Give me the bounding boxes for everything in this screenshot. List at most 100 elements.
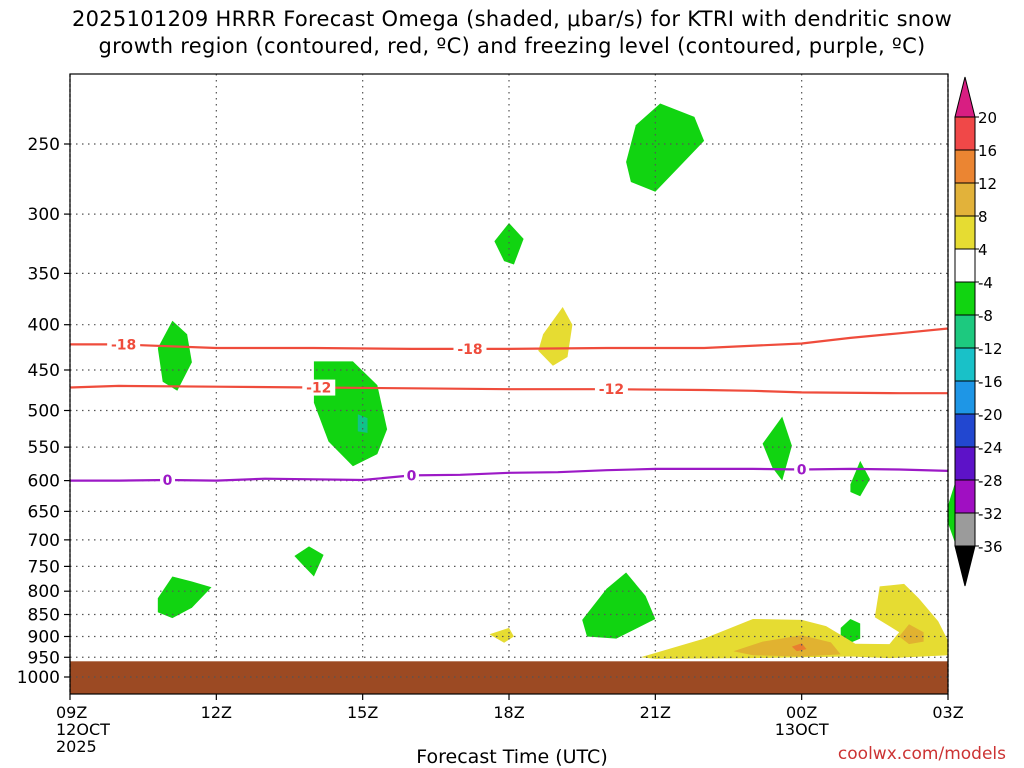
contour-label-0-1: 0 — [407, 468, 417, 484]
omega-region-0 — [626, 103, 705, 192]
contour-label-bg-0-1 — [403, 467, 419, 484]
omega-region-12 — [538, 307, 573, 366]
colorbar-label-8: -16 — [978, 373, 1003, 391]
contour-label-bg-0-2 — [794, 461, 810, 478]
y-tick-label-950: 950 — [28, 648, 60, 668]
x-tick-label-00Z-1: 13OCT — [775, 720, 829, 739]
y-tick-label-550: 550 — [28, 438, 60, 458]
colorbar-swatch-5 — [954, 248, 976, 283]
contour-label-0-0: 0 — [163, 473, 173, 489]
x-tick-label-18Z-0: 18Z — [493, 703, 524, 722]
ground-fill — [70, 661, 948, 694]
contour-label--18-0: -18 — [111, 338, 136, 354]
omega-region-4 — [357, 414, 368, 433]
x-tick-label-21Z-0: 21Z — [640, 703, 671, 722]
plot-frame — [69, 73, 949, 695]
y-tick-label-700: 700 — [28, 531, 60, 551]
contour-label-0-2: 0 — [797, 463, 807, 479]
contour-layer: -18 -18 -12 -12 0 0 0 — [69, 327, 949, 489]
omega-shading-layer — [157, 103, 958, 659]
omega-region-13 — [489, 627, 514, 643]
colorbar-swatch-11 — [954, 446, 976, 481]
y-tick-label-250: 250 — [28, 135, 60, 155]
y-tick-label-1000: 1000 — [17, 668, 60, 688]
colorbar-swatch-2 — [954, 149, 976, 184]
y-tick-label-750: 750 — [28, 557, 60, 577]
colorbar-label-7: -12 — [978, 340, 1003, 358]
colorbar-swatch-10 — [954, 413, 976, 448]
x-tick-label-00Z-0: 00Z — [786, 703, 817, 722]
colorbar: 20 16 12 8 4 -4 -8 -12 -16 -20 -24 -28 -32 -36 — [954, 76, 1003, 587]
colorbar-swatch-4 — [954, 215, 976, 250]
omega-region-2 — [157, 320, 192, 391]
omega-region-5 — [762, 416, 792, 481]
y-tick-label-400: 400 — [28, 316, 60, 336]
colorbar-label-4: 4 — [978, 241, 988, 259]
x-tick-label-12Z-0: 12Z — [201, 703, 232, 722]
x-axis-title: Forecast Time (UTC) — [416, 746, 608, 768]
ground-layer — [70, 661, 948, 694]
omega-region-15 — [733, 635, 841, 657]
contour-label--12-1: -12 — [599, 382, 624, 398]
colorbar-label-6: -8 — [978, 307, 993, 325]
contour-label-bg--18-0 — [107, 336, 141, 353]
y-tick-label-450: 450 — [28, 361, 60, 381]
omega-region-17 — [791, 643, 807, 652]
chart-title-line-2: growth region (contoured, red, ºC) and f… — [98, 34, 926, 58]
colorbar-label-5: -4 — [978, 274, 993, 292]
colorbar-label-3: 8 — [978, 208, 988, 226]
grid-layer — [70, 74, 948, 678]
omega-region-11 — [840, 619, 861, 643]
omega-region-14 — [640, 583, 948, 659]
y-tick-label-900: 900 — [28, 627, 60, 647]
colorbar-swatch-1 — [954, 116, 976, 151]
plot-border — [69, 73, 949, 695]
contour-label-bg--12-1 — [594, 381, 628, 398]
x-tick-label-09Z-1: 12OCT — [56, 720, 110, 739]
credit-link[interactable]: coolwx.com/models — [837, 744, 1006, 764]
colorbar-swatch-8 — [954, 347, 976, 382]
colorbar-swatch-7 — [954, 314, 976, 349]
x-tick-label-09Z-0: 09Z — [56, 703, 87, 722]
omega-region-3 — [313, 361, 388, 467]
colorbar-top-arrow — [954, 76, 976, 118]
colorbar-swatch-9 — [954, 380, 976, 415]
colorbar-swatch-13 — [954, 512, 976, 547]
contour-line--12 — [69, 384, 948, 395]
omega-region-8 — [294, 546, 324, 577]
contour-label--12-0: -12 — [306, 381, 331, 397]
chart-title: 2025101209 HRRR Forecast Omega (shaded, … — [0, 6, 1024, 60]
y-axis: 2503003504004505005506006507007508008509… — [17, 135, 70, 688]
colorbar-bottom-arrow — [954, 545, 976, 587]
y-tick-label-350: 350 — [28, 264, 60, 284]
contour-label--18-1: -18 — [457, 342, 482, 358]
y-tick-label-800: 800 — [28, 582, 60, 602]
y-tick-label-650: 650 — [28, 502, 60, 522]
x-tick-label-15Z-0: 15Z — [347, 703, 378, 722]
chart-title-line-1: 2025101209 HRRR Forecast Omega (shaded, … — [71, 7, 953, 31]
omega-region-16 — [899, 624, 924, 645]
omega-region-6 — [850, 460, 870, 497]
colorbar-label-2: 12 — [978, 175, 997, 193]
omega-region-1 — [494, 223, 524, 265]
contour-line--18 — [70, 327, 949, 350]
y-tick-label-300: 300 — [28, 205, 60, 225]
colorbar-label-11: -28 — [978, 472, 1003, 490]
colorbar-label-9: -20 — [978, 406, 1003, 424]
y-tick-label-600: 600 — [28, 472, 60, 492]
colorbar-label-10: -24 — [978, 439, 1003, 457]
y-tick-label-850: 850 — [28, 606, 60, 626]
x-tick-label-09Z-2: 2025 — [56, 737, 97, 756]
omega-region-9 — [157, 576, 212, 619]
colorbar-swatch-3 — [954, 182, 976, 217]
contour-label-bg-0-0 — [160, 471, 176, 488]
colorbar-label-0: 20 — [978, 109, 997, 127]
colorbar-label-13: -36 — [978, 538, 1003, 556]
colorbar-swatch-12 — [954, 479, 976, 514]
omega-region-10 — [582, 572, 656, 639]
contour-label-bg--12-0 — [302, 379, 336, 396]
contour-label-bg--18-1 — [453, 340, 487, 357]
colorbar-label-12: -32 — [978, 505, 1003, 523]
